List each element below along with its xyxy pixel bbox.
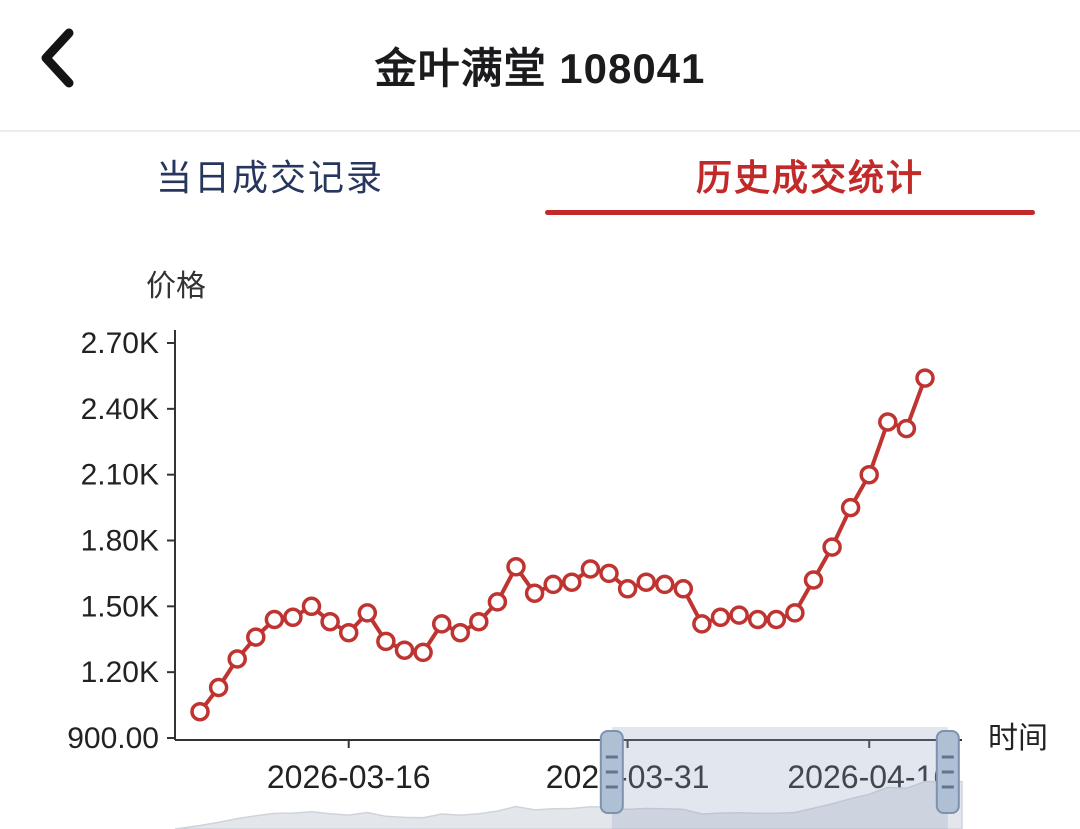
data-point-marker (654, 574, 675, 595)
data-point-marker (208, 677, 229, 698)
chevron-left-icon (41, 28, 74, 87)
x-axis-title: 时间 (988, 722, 1048, 755)
tab-daily-records-label: 当日成交记录 (155, 157, 384, 198)
chart-svg: 价格 2.70K 2.40K 2.10K 1.80K 1.50K 1.20K 900.00 20… (67, 270, 1048, 829)
page-title: 金叶满堂 108041 (374, 44, 706, 92)
datazoom-selection[interactable] (611, 727, 948, 829)
data-point-marker (710, 607, 731, 628)
x-tick-label: 2026-03-31 (546, 759, 710, 795)
tab-history-stats-label: 历史成交统计 (695, 157, 924, 198)
y-axis-title: 价格 (146, 270, 206, 303)
data-point-marker (878, 412, 898, 432)
data-point-marker (822, 537, 842, 557)
header: 金叶满堂 108041 (0, 0, 1080, 132)
data-point-marker (692, 614, 712, 634)
data-point-marker (915, 368, 935, 388)
series-line (198, 376, 927, 714)
data-point-marker (859, 464, 879, 485)
data-point-marker (673, 579, 694, 599)
data-point-marker (785, 603, 805, 623)
data-point-marker (394, 640, 415, 660)
y-tick-label: 1.20K (81, 656, 159, 689)
data-point-marker (283, 607, 303, 628)
active-tab-indicator (545, 210, 1035, 215)
datazoom-minimap (174, 780, 963, 829)
data-point-marker (599, 563, 619, 584)
data-point-marker (469, 611, 489, 632)
data-point-marker (338, 622, 359, 643)
data-point-marker (729, 605, 749, 625)
y-tick-label: 1.50K (81, 590, 159, 623)
y-tick-label: 2.70K (81, 327, 159, 360)
data-point-marker (803, 570, 824, 590)
data-point-marker (227, 649, 247, 669)
y-tick-label: 900.00 (67, 722, 159, 755)
price-history-chart: 价格 2.70K 2.40K 2.10K 1.80K 1.50K 1.20K 900.00 20… (0, 218, 1080, 829)
data-point-marker (840, 497, 861, 518)
data-point-marker (636, 572, 656, 592)
data-point-marker (896, 418, 917, 439)
tab-history-stats[interactable]: 历史成交统计 (540, 132, 1080, 218)
data-point-marker (357, 603, 378, 623)
data-point-marker (320, 611, 340, 632)
data-point-marker (617, 579, 638, 599)
tab-daily-records[interactable]: 当日成交记录 (0, 132, 540, 218)
y-tick-label: 1.80K (81, 525, 159, 558)
y-tick-label: 2.10K (81, 459, 159, 492)
data-point-marker (747, 609, 768, 630)
data-point-marker (264, 609, 285, 630)
data-point-marker (246, 627, 266, 647)
x-tick-label: 2026-03-16 (267, 759, 431, 795)
data-point-marker (543, 574, 563, 595)
data-point-marker (562, 572, 582, 592)
data-point-marker (450, 622, 471, 643)
y-tick-label: 2.40K (81, 393, 159, 426)
data-point-marker (524, 583, 545, 603)
data-point-marker (766, 609, 787, 630)
data-point-marker (431, 614, 452, 634)
tab-bar: 当日成交记录 历史成交统计 (0, 132, 1080, 218)
data-point-marker (487, 592, 508, 612)
data-point-marker (301, 596, 322, 617)
data-point-marker (413, 642, 433, 663)
back-button[interactable] (34, 26, 82, 92)
data-point-marker (580, 559, 601, 579)
data-point-marker (506, 557, 526, 577)
data-point-marker (190, 701, 210, 722)
data-point-marker (376, 631, 396, 652)
